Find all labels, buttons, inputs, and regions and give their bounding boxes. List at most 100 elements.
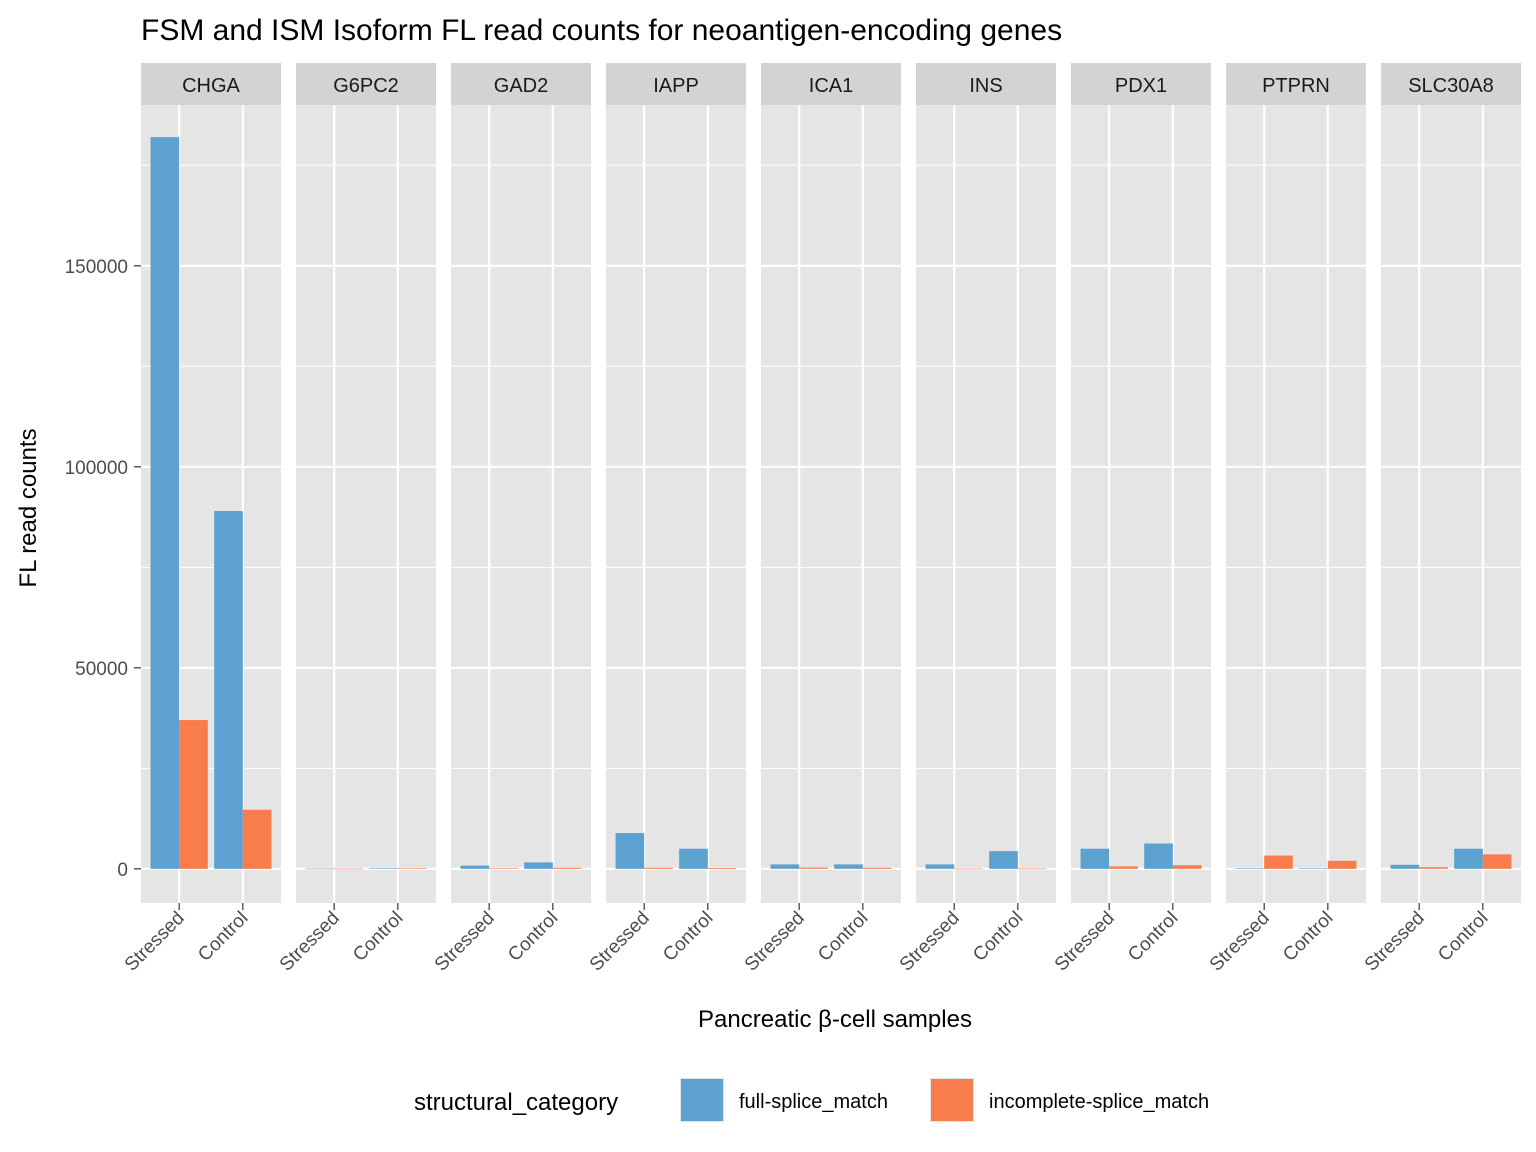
legend-title: structural_category bbox=[414, 1089, 618, 1116]
facet-gad2: GAD2 Stressed Control bbox=[431, 63, 591, 976]
y-axis-title: FL read counts bbox=[15, 428, 42, 587]
bar-pdx1-stressed-incomplete-splice-match bbox=[1109, 866, 1138, 869]
x-tick-label: Control bbox=[659, 908, 717, 966]
x-tick-label: Control bbox=[1124, 908, 1182, 966]
bar-g6pc2-control-full-splice-match bbox=[369, 868, 398, 869]
bar-ptprn-stressed-incomplete-splice-match bbox=[1264, 855, 1293, 869]
facet-strip bbox=[761, 63, 901, 105]
x-tick-label: Stressed bbox=[741, 908, 809, 976]
bar-g6pc2-control-incomplete-splice-match bbox=[397, 868, 427, 869]
legend-swatch bbox=[681, 1079, 723, 1121]
bar-gad2-control-incomplete-splice-match bbox=[552, 867, 582, 869]
y-tick-label: 100000 bbox=[65, 458, 128, 479]
panel-background bbox=[1071, 105, 1211, 903]
bar-slc30a8-control-full-splice-match bbox=[1454, 848, 1483, 869]
bar-ica1-control-incomplete-splice-match bbox=[862, 867, 892, 869]
x-tick-label: Control bbox=[1434, 908, 1492, 966]
x-tick-label: Stressed bbox=[1206, 908, 1274, 976]
facet-strip bbox=[1071, 63, 1211, 105]
bar-ptprn-stressed-full-splice-match bbox=[1235, 868, 1265, 870]
legend-label: full-splice_match bbox=[739, 1091, 888, 1113]
x-tick-label: Stressed bbox=[586, 908, 654, 976]
x-tick-label: Stressed bbox=[1051, 908, 1119, 976]
bar-chga-control-full-splice-match bbox=[214, 511, 243, 869]
x-tick-label: Control bbox=[969, 908, 1027, 966]
y-tick-label: 50000 bbox=[75, 659, 128, 680]
facet-g6pc2: G6PC2 Stressed Control bbox=[276, 63, 436, 976]
x-tick-label: Control bbox=[349, 908, 407, 966]
x-tick-label: Stressed bbox=[121, 908, 189, 976]
bar-ptprn-control-incomplete-splice-match bbox=[1327, 860, 1357, 869]
x-axis-title: Pancreatic β-cell samples bbox=[698, 1006, 972, 1033]
facet-strip bbox=[916, 63, 1056, 105]
panel-background bbox=[1381, 105, 1521, 903]
bar-chga-control-incomplete-splice-match bbox=[242, 809, 272, 869]
facet-iapp: IAPP Stressed Control bbox=[586, 63, 746, 976]
bar-pdx1-stressed-full-splice-match bbox=[1080, 848, 1110, 869]
facet-strip bbox=[606, 63, 746, 105]
bar-chga-stressed-incomplete-splice-match bbox=[179, 720, 208, 869]
y-tick-label: 0 bbox=[117, 860, 128, 881]
facet-label: G6PC2 bbox=[333, 75, 399, 97]
y-axis: 0 50000 100000 150000 bbox=[65, 257, 141, 881]
bar-pdx1-control-full-splice-match bbox=[1144, 843, 1173, 869]
facet-label: INS bbox=[969, 75, 1002, 97]
facet-label: CHGA bbox=[182, 75, 240, 97]
bar-gad2-stressed-full-splice-match bbox=[460, 865, 490, 869]
chart-title: FSM and ISM Isoform FL read counts for n… bbox=[141, 14, 1062, 47]
facet-label: PTPRN bbox=[1262, 75, 1330, 97]
bar-ica1-stressed-incomplete-splice-match bbox=[799, 867, 828, 869]
panel-background bbox=[451, 105, 591, 903]
x-tick-label: Control bbox=[194, 908, 252, 966]
bar-slc30a8-stressed-incomplete-splice-match bbox=[1419, 867, 1448, 869]
x-tick-label: Control bbox=[504, 908, 562, 966]
facet-slc30a8: SLC30A8 Stressed Control bbox=[1361, 63, 1521, 976]
facet-strip bbox=[1381, 63, 1521, 105]
x-tick-label: Control bbox=[1279, 908, 1337, 966]
bar-ins-stressed-incomplete-splice-match bbox=[954, 868, 983, 870]
bar-iapp-control-full-splice-match bbox=[679, 848, 708, 869]
panel-background bbox=[916, 105, 1056, 903]
x-tick-label: Stressed bbox=[276, 908, 344, 976]
facet-strip bbox=[451, 63, 591, 105]
bar-ptprn-control-full-splice-match bbox=[1299, 868, 1328, 870]
legend-entry-incomplete-splice-match: incomplete-splice_match bbox=[930, 1078, 1209, 1122]
facet-ica1: ICA1 Stressed Control bbox=[741, 63, 901, 976]
facet-label: IAPP bbox=[653, 75, 699, 97]
legend-swatch bbox=[931, 1079, 973, 1121]
bar-gad2-stressed-incomplete-splice-match bbox=[489, 868, 518, 870]
facet-label: GAD2 bbox=[494, 75, 548, 97]
bar-chga-stressed-full-splice-match bbox=[150, 137, 180, 869]
bar-ica1-stressed-full-splice-match bbox=[770, 864, 800, 869]
panel-background bbox=[1226, 105, 1366, 903]
panel-background bbox=[761, 105, 901, 903]
bar-pdx1-control-incomplete-splice-match bbox=[1172, 865, 1202, 869]
y-tick-label: 150000 bbox=[65, 257, 128, 278]
bar-g6pc2-stressed-incomplete-splice-match bbox=[334, 868, 363, 870]
legend-label: incomplete-splice_match bbox=[989, 1091, 1209, 1113]
facet-ins: INS Stressed Control bbox=[896, 63, 1056, 976]
legend-entry-full-splice-match: full-splice_match bbox=[680, 1078, 888, 1122]
bar-iapp-control-incomplete-splice-match bbox=[707, 868, 737, 869]
facet-chga: CHGA Stressed Control bbox=[121, 63, 281, 976]
x-tick-label: Stressed bbox=[896, 908, 964, 976]
facet-strip bbox=[1226, 63, 1366, 105]
legend: structural_category full-splice_match inco… bbox=[414, 1078, 1209, 1122]
bar-slc30a8-control-incomplete-splice-match bbox=[1482, 854, 1512, 869]
panel-background bbox=[296, 105, 436, 903]
bar-iapp-stressed-incomplete-splice-match bbox=[644, 867, 673, 869]
bar-ins-control-incomplete-splice-match bbox=[1017, 868, 1047, 870]
bar-gad2-control-full-splice-match bbox=[524, 862, 553, 869]
bar-ins-stressed-full-splice-match bbox=[925, 864, 955, 869]
x-tick-label: Stressed bbox=[431, 908, 499, 976]
facet-label: PDX1 bbox=[1115, 75, 1167, 97]
x-tick-label: Control bbox=[814, 908, 872, 966]
panel-background bbox=[606, 105, 746, 903]
facet-label: SLC30A8 bbox=[1408, 75, 1494, 97]
facet-ptprn: PTPRN Stressed Control bbox=[1206, 63, 1366, 976]
bar-slc30a8-stressed-full-splice-match bbox=[1390, 864, 1420, 869]
bar-iapp-stressed-full-splice-match bbox=[615, 833, 645, 869]
facet-strip bbox=[296, 63, 436, 105]
facet-label: ICA1 bbox=[809, 75, 853, 97]
